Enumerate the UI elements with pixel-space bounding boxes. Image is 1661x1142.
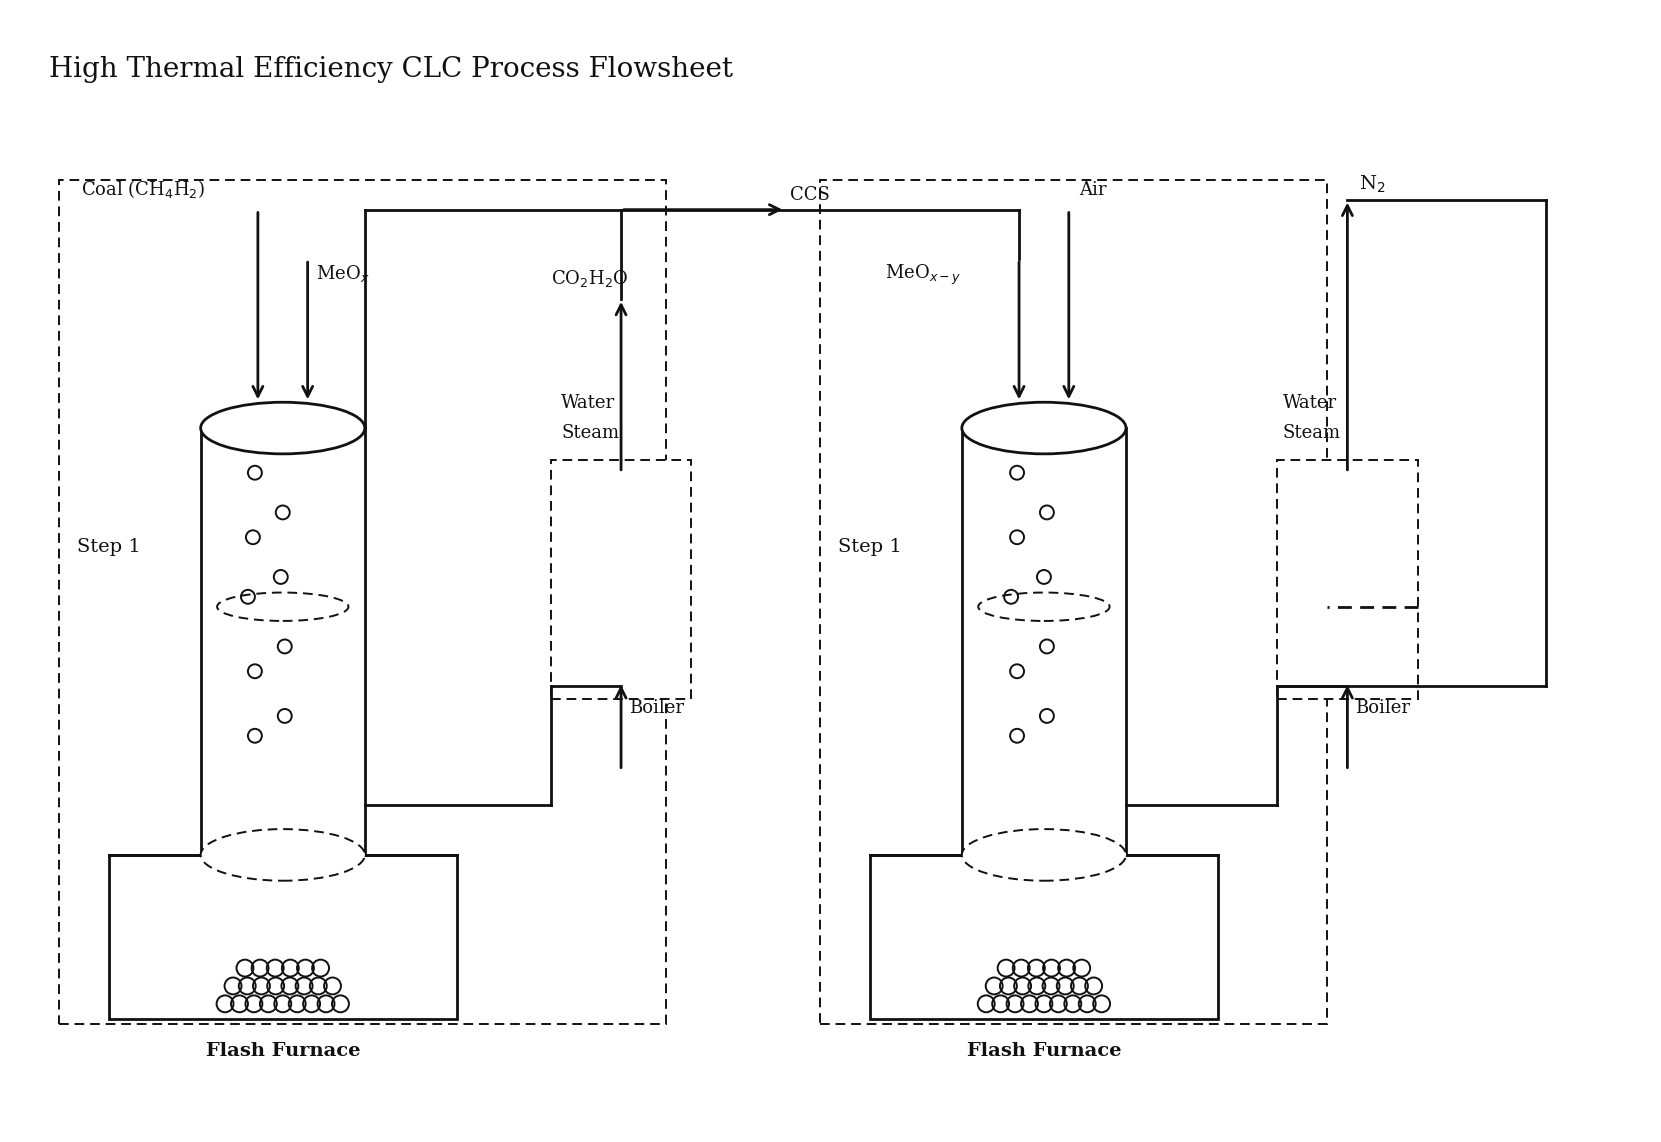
Text: Step 1: Step 1 <box>76 538 141 556</box>
Polygon shape <box>551 460 691 699</box>
Text: Air: Air <box>1078 180 1106 199</box>
Text: Boiler: Boiler <box>630 699 684 717</box>
Ellipse shape <box>962 402 1126 453</box>
Text: CO$_2$H$_2$O: CO$_2$H$_2$O <box>551 268 630 289</box>
Text: Step 1: Step 1 <box>837 538 902 556</box>
Text: Coal (CH$_4$H$_2$): Coal (CH$_4$H$_2$) <box>81 178 204 200</box>
Polygon shape <box>1277 460 1417 699</box>
Polygon shape <box>870 855 1218 1019</box>
Polygon shape <box>201 428 365 855</box>
Polygon shape <box>1296 532 1400 681</box>
Ellipse shape <box>962 829 1126 880</box>
Polygon shape <box>108 855 457 1019</box>
Polygon shape <box>598 477 643 532</box>
Text: CCS: CCS <box>791 186 830 203</box>
Text: Flash Furnace: Flash Furnace <box>206 1043 360 1061</box>
Text: MeO$_x$: MeO$_x$ <box>316 263 369 284</box>
Ellipse shape <box>201 402 365 453</box>
Polygon shape <box>962 428 1126 855</box>
Text: Steam: Steam <box>561 424 620 442</box>
Ellipse shape <box>978 593 1110 621</box>
Text: MeO$_{x-y}$: MeO$_{x-y}$ <box>885 263 962 287</box>
Text: Steam: Steam <box>1282 424 1340 442</box>
Text: Water: Water <box>1282 394 1337 412</box>
Text: High Thermal Efficiency CLC Process Flowsheet: High Thermal Efficiency CLC Process Flow… <box>48 56 733 82</box>
Text: Boiler: Boiler <box>1355 699 1410 717</box>
Ellipse shape <box>201 829 365 880</box>
Ellipse shape <box>218 593 349 621</box>
Text: Water: Water <box>561 394 616 412</box>
Text: Flash Furnace: Flash Furnace <box>967 1043 1121 1061</box>
Text: N$_2$: N$_2$ <box>1359 174 1385 195</box>
Polygon shape <box>1325 477 1370 532</box>
Polygon shape <box>568 532 673 681</box>
